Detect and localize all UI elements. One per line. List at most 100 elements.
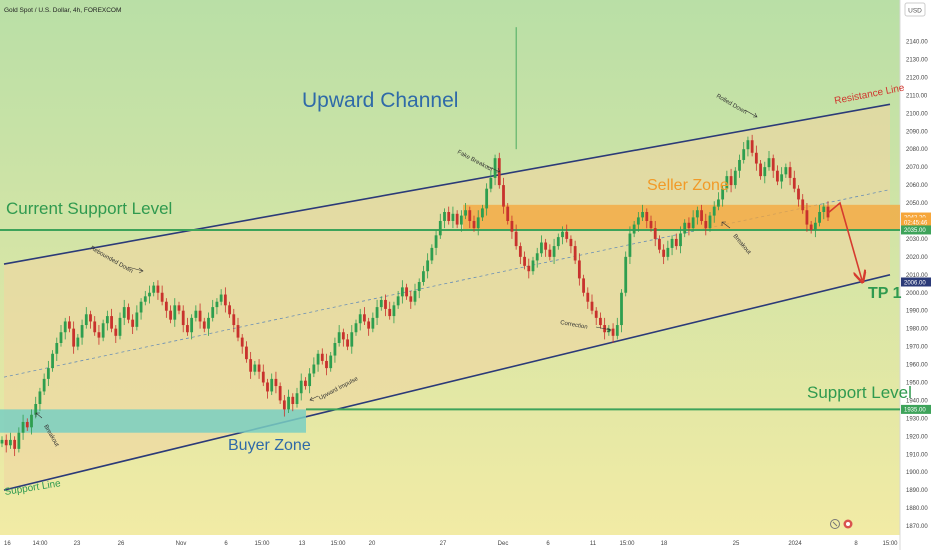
candle-body [535, 253, 539, 261]
candle-body [797, 188, 800, 200]
y-axis-ticks: 1870.00 1880.00 1890.00 1900.00 1910.00 1920.… [906, 40, 928, 530]
candle-body [207, 317, 210, 329]
candle-body [354, 323, 358, 333]
price-label-text: 2035.00 [904, 228, 926, 234]
candle-body [767, 158, 771, 168]
breakout-right-arrow [721, 221, 731, 229]
candle-body [93, 321, 97, 333]
candle-body [363, 314, 366, 322]
candle-body [481, 208, 484, 218]
replay-icon[interactable] [830, 519, 840, 529]
candle-body [350, 332, 354, 347]
y-tick-label: 2000.00 [906, 291, 928, 297]
candle-body [523, 256, 526, 266]
candle-body [367, 321, 371, 329]
candle-body [426, 260, 430, 272]
candle-body [114, 328, 118, 336]
candle-body [653, 228, 657, 239]
settings-icon[interactable] [843, 519, 853, 529]
candle-body [211, 307, 215, 318]
candle-body [801, 199, 805, 211]
candle-body [17, 432, 21, 449]
candle-body [708, 215, 712, 229]
y-tick-label: 1960.00 [906, 363, 928, 369]
x-tick-label: 15:00 [330, 541, 346, 547]
candle-body [312, 364, 316, 374]
candle-body [750, 140, 754, 153]
y-tick-label: 2100.00 [906, 111, 928, 117]
candle-body [148, 292, 151, 297]
seller-zone-label: Seller Zone [647, 177, 729, 194]
candle-body [485, 188, 489, 209]
upward-channel-label: Upward Channel [302, 89, 458, 112]
candle-body [30, 414, 33, 428]
x-tick-label: 20 [369, 541, 376, 547]
candle-body [729, 176, 733, 186]
candle-body [105, 316, 109, 324]
candle-body [691, 217, 695, 229]
y-tick-label: 2050.00 [906, 201, 928, 207]
candle-body [333, 342, 337, 356]
candle-body [46, 368, 50, 379]
candle-body [413, 290, 417, 302]
candle-body [143, 296, 147, 302]
x-tick-label: 14:00 [32, 541, 48, 547]
candle-body [679, 233, 682, 247]
price-label-box [901, 212, 931, 222]
candle-body [186, 325, 189, 333]
candles [0, 27, 830, 457]
currency-badge[interactable] [904, 2, 926, 17]
candle-body [763, 167, 767, 177]
candle-body [759, 163, 762, 177]
candle-body [573, 246, 577, 261]
x-tick-label: 16 [4, 541, 11, 547]
candle-body [89, 314, 92, 322]
resistance-line [3, 103, 891, 265]
x-tick-label: 15:00 [254, 541, 270, 547]
x-tick-label: 26 [118, 541, 125, 547]
buyer-zone [0, 409, 306, 433]
candle-body [476, 217, 480, 229]
candle-body [228, 305, 231, 315]
candle-body [127, 307, 130, 320]
candle-body [329, 355, 333, 369]
candle-body [266, 382, 269, 392]
x-axis-ticks: 16 14:00 23 26 Nov 6 15:00 13 15:00 20 27 Dec 6 11 15:… [4, 541, 898, 547]
x-tick-label: Nov [176, 541, 187, 547]
candle-body [4, 439, 8, 446]
candle-body [236, 325, 240, 338]
candle-body [0, 439, 4, 444]
correction-arrow [595, 326, 612, 333]
candle-body [110, 316, 113, 329]
candle-body [261, 371, 265, 383]
candle-body [325, 360, 328, 369]
candle-body [181, 310, 185, 326]
candle-body [746, 140, 750, 150]
candle-body [253, 364, 257, 372]
price-label-text: 02:45:46 [904, 220, 928, 226]
x-tick-label: 18 [661, 541, 668, 547]
candle-body [160, 292, 164, 302]
candle-body [556, 237, 560, 247]
candle-body [270, 378, 274, 392]
candle-body [55, 342, 59, 354]
candle-body [316, 353, 320, 365]
candle-body [620, 292, 623, 326]
x-tick-label: 8 [854, 541, 858, 547]
projection-arrow [827, 201, 862, 280]
candle-body [725, 176, 729, 189]
price-label-text: 1935.00 [904, 408, 926, 414]
candle-body [561, 231, 564, 238]
chart-title: Gold Spot / U.S. Dollar, 4h, FOREXCOM [4, 7, 121, 14]
upward-impulse-arrow [309, 395, 319, 402]
candle-body [527, 265, 531, 272]
candle-body [396, 296, 400, 306]
candle-body [198, 310, 202, 322]
candle-body [455, 213, 459, 225]
candle-body [771, 158, 775, 171]
x-tick-label: 23 [74, 541, 81, 547]
candle-body [674, 238, 678, 247]
candle-body [400, 287, 404, 297]
candle-body [438, 220, 442, 236]
